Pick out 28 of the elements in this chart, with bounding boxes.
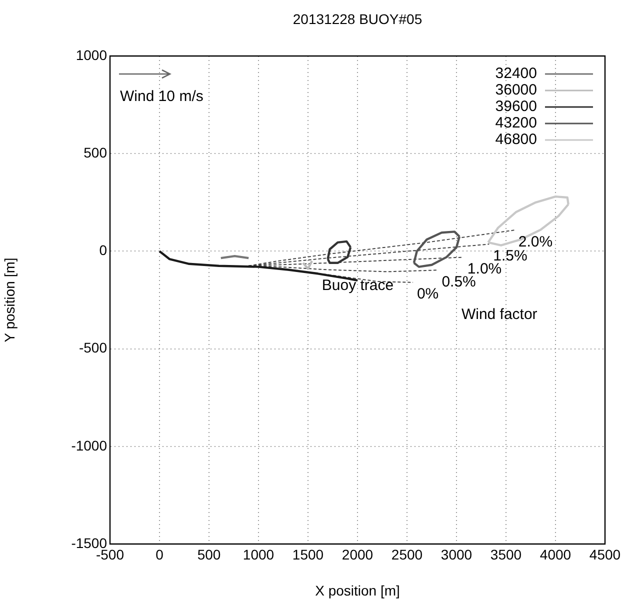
annotation: Wind 10 m/s xyxy=(120,88,204,106)
x-tick-label: 3000 xyxy=(440,546,472,562)
legend-label: 32400 xyxy=(495,65,537,82)
y-tick-label: -1500 xyxy=(71,534,108,551)
legend-label: 39600 xyxy=(495,98,537,116)
legend-label: 46800 xyxy=(495,131,537,148)
x-tick-label: 1000 xyxy=(242,546,274,562)
x-axis-title: X position [m] xyxy=(315,582,400,598)
legend-label: 36000 xyxy=(495,82,537,99)
annotation: Buoy trace xyxy=(322,276,394,294)
annotation: Wind factor xyxy=(461,306,538,323)
x-tick-label: 500 xyxy=(197,546,221,562)
x-tick-label: 0 xyxy=(156,546,164,562)
legend-label: 43200 xyxy=(495,114,537,132)
x-tick-label: 2000 xyxy=(342,546,374,562)
y-tick-label: -500 xyxy=(78,340,108,356)
y-axis-title: Y position [m] xyxy=(1,258,18,342)
annotation: 0% xyxy=(416,286,439,303)
y-tick-label: -1000 xyxy=(71,437,108,454)
y-tick-label: 0 xyxy=(99,242,108,258)
x-tick-label: 1500 xyxy=(292,546,324,562)
x-tick-label: 4500 xyxy=(589,546,621,562)
x-tick-label: 4000 xyxy=(540,546,572,562)
x-tick-label: 3500 xyxy=(490,546,522,562)
y-tick-label: 1000 xyxy=(76,46,108,63)
chart-title: 20131228 BUOY#05 xyxy=(292,10,422,27)
y-tick-label: 500 xyxy=(84,144,108,160)
x-tick-label: 2500 xyxy=(391,546,423,562)
